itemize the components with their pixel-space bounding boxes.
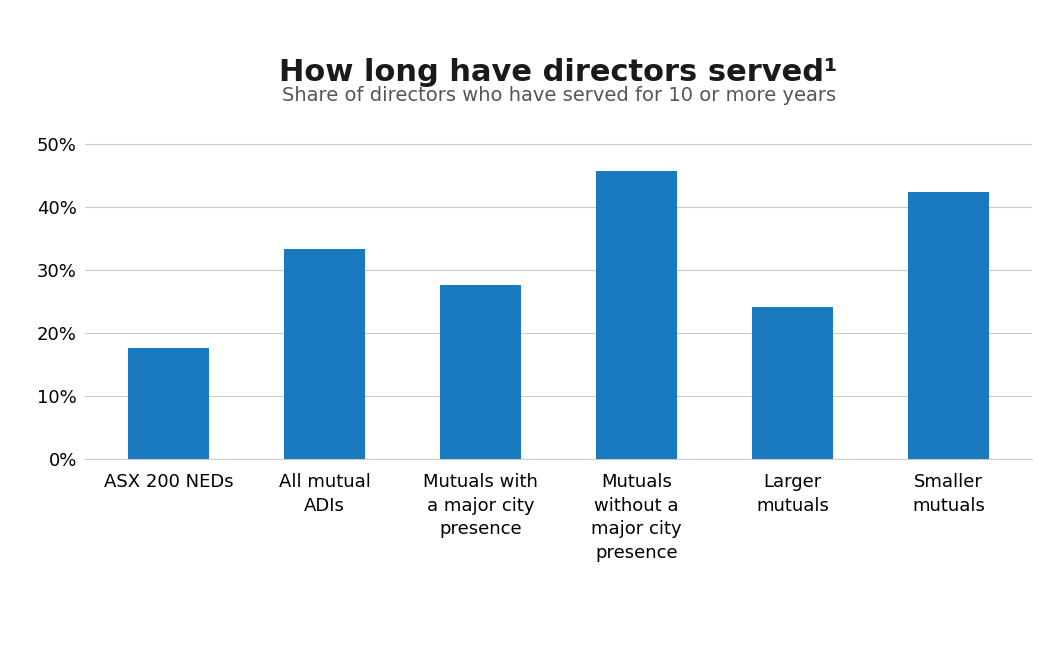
Bar <box>440 285 521 459</box>
Text: Share of directors who have served for 10 or more years: Share of directors who have served for 1… <box>282 86 835 104</box>
Bar <box>596 171 677 459</box>
Title: How long have directors served¹: How long have directors served¹ <box>280 58 837 87</box>
Bar <box>284 249 365 459</box>
Bar <box>752 306 833 459</box>
Bar <box>128 348 210 459</box>
Bar <box>908 192 990 459</box>
